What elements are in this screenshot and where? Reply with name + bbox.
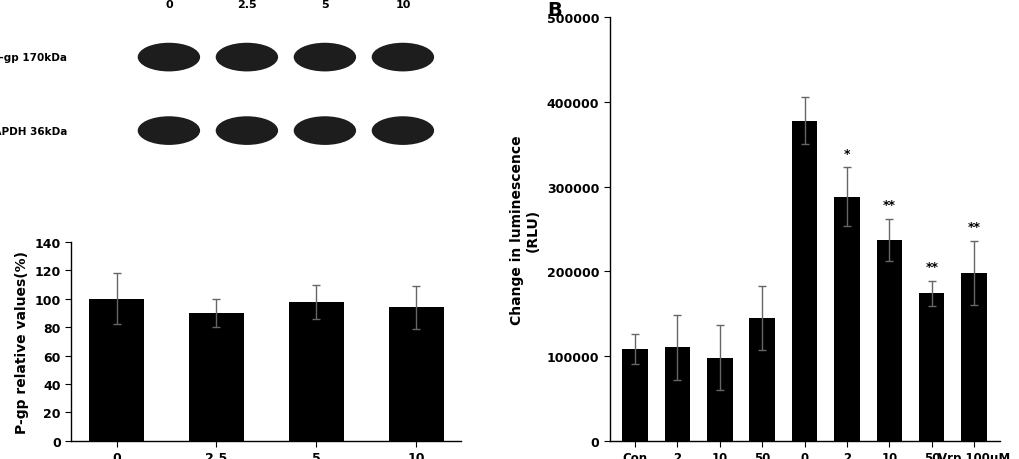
Text: 0: 0: [165, 0, 172, 10]
Text: 5: 5: [321, 0, 328, 10]
Bar: [664, 348, 690, 441]
Bar: [189, 313, 244, 441]
Bar: [961, 274, 986, 441]
Bar: [388, 308, 443, 441]
Text: **: **: [882, 199, 895, 212]
Text: 10: 10: [394, 0, 411, 10]
Ellipse shape: [293, 117, 356, 146]
Ellipse shape: [293, 44, 356, 72]
Text: 2.5: 2.5: [236, 0, 257, 10]
Y-axis label: Change in luminescence
(RLU): Change in luminescence (RLU): [510, 135, 539, 324]
Text: **: **: [924, 260, 937, 274]
Bar: [89, 299, 144, 441]
Bar: [875, 241, 901, 441]
Bar: [288, 302, 343, 441]
Bar: [918, 294, 944, 441]
Bar: [622, 349, 647, 441]
Bar: [706, 358, 732, 441]
Ellipse shape: [371, 44, 434, 72]
Text: P-gp 170kDa: P-gp 170kDa: [0, 53, 67, 63]
Text: **: **: [967, 221, 979, 234]
Bar: [791, 121, 816, 441]
Ellipse shape: [371, 117, 434, 146]
Ellipse shape: [215, 44, 278, 72]
Text: B: B: [546, 1, 561, 21]
Y-axis label: P-gp relative values(%): P-gp relative values(%): [15, 250, 30, 433]
Text: *: *: [843, 147, 850, 160]
Bar: [834, 197, 859, 441]
Bar: [749, 318, 774, 441]
Ellipse shape: [215, 117, 278, 146]
Ellipse shape: [138, 117, 200, 146]
Text: GAPDH 36kDa: GAPDH 36kDa: [0, 126, 67, 136]
Ellipse shape: [138, 44, 200, 72]
